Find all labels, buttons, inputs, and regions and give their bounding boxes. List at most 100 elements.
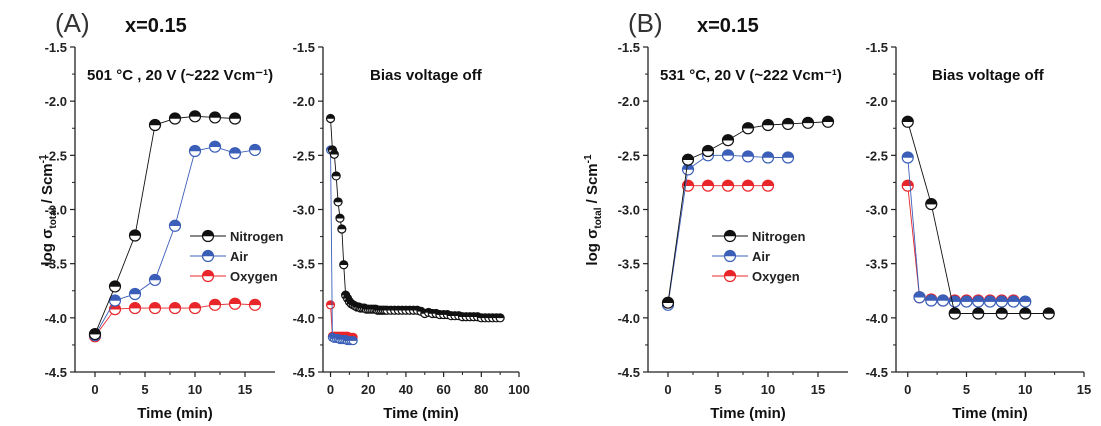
point-air xyxy=(948,295,961,308)
y-tick-label: -3.0 xyxy=(618,203,640,218)
y-tick-label: -2.0 xyxy=(618,94,640,109)
x-axis-label: Time (min) xyxy=(383,405,459,422)
point-nitrogen xyxy=(741,122,755,135)
point-nitrogen-top xyxy=(822,116,834,123)
legend-marker-nitrogen xyxy=(201,229,215,243)
point-air xyxy=(913,291,926,304)
point-oxygen xyxy=(168,301,182,315)
x-axis-label: Time (min) xyxy=(137,405,213,422)
point-nitrogen xyxy=(168,112,182,125)
point-air-top xyxy=(229,147,241,154)
point-oxygen xyxy=(228,297,242,310)
legend-marker-oxygen xyxy=(723,269,737,283)
point-air xyxy=(901,151,914,164)
point-air xyxy=(168,219,182,232)
ylabel-b-log: log σ xyxy=(584,229,601,266)
point-air-top xyxy=(249,144,261,151)
point-air-top xyxy=(937,294,949,301)
point-air xyxy=(741,150,755,163)
point-air xyxy=(1007,295,1020,308)
x-tick-label: 15 xyxy=(1077,382,1091,397)
y-tick-label: -4.5 xyxy=(618,365,640,380)
point-air-top xyxy=(960,295,973,302)
point-nitrogen-top xyxy=(149,119,161,126)
point-nitrogen-top xyxy=(972,307,985,314)
point-air-top xyxy=(149,274,161,281)
x-tick-label: 0 xyxy=(327,382,334,397)
point-nitrogen-top xyxy=(722,134,734,141)
point-nitrogen-top xyxy=(109,280,121,287)
point-air-top xyxy=(129,288,141,295)
y-tick-label: -3.5 xyxy=(618,257,640,272)
point-oxygen-top xyxy=(249,299,261,306)
point-air-top xyxy=(1019,295,1032,302)
point-nitrogen-top xyxy=(901,116,914,123)
y-tick-label: -2.5 xyxy=(45,148,67,163)
point-nitrogen-top xyxy=(333,197,343,203)
y-tick-label: -2.5 xyxy=(866,148,888,163)
x-tick-label: 10 xyxy=(761,382,775,397)
x-tick-label: 40 xyxy=(399,382,413,397)
point-air xyxy=(761,151,775,164)
point-nitrogen xyxy=(329,149,339,159)
point-nitrogen xyxy=(701,144,715,158)
point-oxygen-top xyxy=(762,179,774,186)
point-nitrogen xyxy=(331,171,341,181)
y-tick-label: -1.5 xyxy=(45,40,67,55)
point-air-top xyxy=(722,149,734,156)
x-tick-label: 10 xyxy=(1018,382,1032,397)
y-tick-label: -3.0 xyxy=(293,203,315,218)
legend-marker-nitrogen-top xyxy=(202,230,214,237)
point-nitrogen xyxy=(333,197,343,207)
chart-b-off: -4.5 -4.0 -3.5 -3.0 -2.5 -2.0 -1.5 0 5 10 15 Time (… xyxy=(866,40,1092,422)
point-nitrogen xyxy=(681,153,695,166)
legend-marker-nitrogen xyxy=(723,229,737,243)
point-air xyxy=(960,295,973,308)
point-nitrogen-top xyxy=(331,171,341,177)
point-oxygen xyxy=(148,301,162,315)
annotation: 501 °C , 20 V (~222 Vcm⁻¹) xyxy=(87,67,273,84)
x-tick-label: 5 xyxy=(963,382,970,397)
point-nitrogen-top xyxy=(89,328,101,335)
x-tick-label: 5 xyxy=(141,382,148,397)
y-tick-label: -4.5 xyxy=(866,365,888,380)
point-nitrogen-top xyxy=(326,114,335,119)
point-air xyxy=(936,294,950,307)
point-nitrogen xyxy=(148,118,162,132)
legend-marker-air-top xyxy=(724,250,736,257)
legend-label-oxygen: Oxygen xyxy=(230,269,278,284)
y-tick-label: -3.0 xyxy=(866,203,888,218)
point-oxygen xyxy=(325,300,336,310)
point-nitrogen xyxy=(335,213,345,223)
point-nitrogen-top xyxy=(682,153,694,160)
point-oxygen-top xyxy=(149,302,161,309)
legend-label-oxygen: Oxygen xyxy=(752,269,800,284)
point-oxygen-top xyxy=(189,302,201,309)
x-tick-label: 15 xyxy=(811,382,825,397)
y-tick-label: -4.5 xyxy=(293,365,315,380)
ylabel-a: log σtotal / Scm-1 xyxy=(38,154,59,266)
point-oxygen xyxy=(721,179,735,192)
point-air xyxy=(248,143,262,157)
point-air-top xyxy=(972,295,985,302)
point-air-top xyxy=(348,336,358,341)
point-oxygen xyxy=(188,301,202,315)
legend-label-air: Air xyxy=(752,249,770,264)
y-tick-label: -3.5 xyxy=(45,257,67,272)
point-oxygen-top xyxy=(722,179,734,186)
point-air-top xyxy=(169,220,181,227)
annotation: Bias voltage off xyxy=(932,67,1045,84)
legend: Nitrogen Air Oxygen xyxy=(712,229,806,284)
ylabel-b: log σtotal / Scm-1 xyxy=(583,154,604,266)
point-air xyxy=(1019,295,1032,308)
point-air xyxy=(348,335,358,346)
point-nitrogen-top xyxy=(995,307,1008,314)
point-oxygen-top xyxy=(702,179,714,186)
panel-a-title: x=0.15 xyxy=(125,15,187,37)
point-nitrogen-top xyxy=(189,110,201,117)
point-nitrogen xyxy=(801,116,815,129)
point-nitrogen xyxy=(761,118,775,132)
panel-b-label: (B) xyxy=(628,8,663,38)
x-tick-label: 100 xyxy=(508,382,530,397)
ylabel-b-sup: -1 xyxy=(583,154,594,163)
